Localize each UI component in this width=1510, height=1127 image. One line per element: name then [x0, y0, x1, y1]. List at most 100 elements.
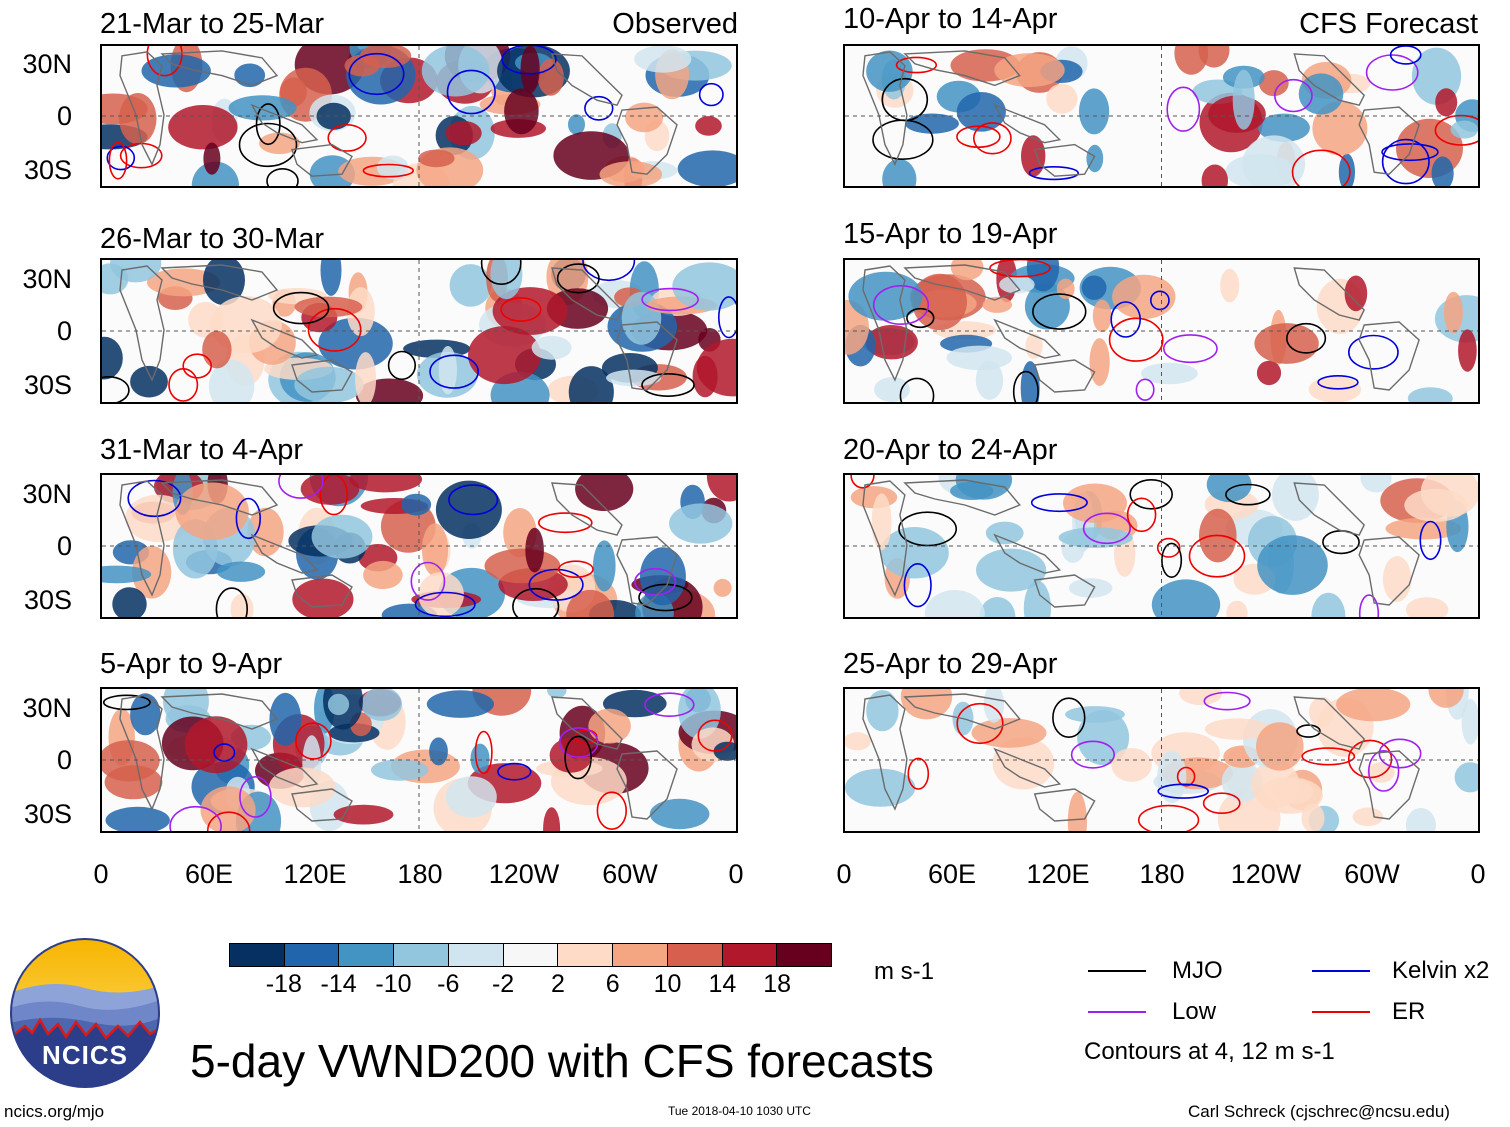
coastline — [160, 50, 279, 87]
coastline — [250, 533, 319, 574]
wind-anomaly-blob — [946, 345, 1012, 370]
coastline — [1358, 106, 1420, 175]
wave-contour — [1161, 542, 1183, 579]
wind-anomaly-blob — [1025, 333, 1043, 359]
wave-contour — [881, 77, 929, 122]
wind-anomaly-blob — [1360, 475, 1392, 493]
wave-contour — [295, 722, 332, 760]
wind-anomaly-blob — [543, 807, 561, 831]
wind-anomaly-blob — [956, 92, 1006, 132]
lat-label: 30N — [22, 693, 72, 723]
wind-anomaly-blob — [1079, 88, 1110, 135]
wind-anomaly-blob — [363, 560, 403, 590]
coastline — [250, 747, 319, 788]
coastline — [993, 103, 1062, 144]
wind-anomaly-blob — [1382, 556, 1412, 602]
coastline — [291, 359, 353, 393]
observed-tag: Observed — [612, 8, 738, 40]
lat-label: 0 — [56, 101, 72, 131]
wind-anomaly-blob — [175, 482, 249, 540]
wind-anomaly-blob — [1221, 761, 1263, 802]
coastline — [551, 267, 623, 321]
wave-contour — [238, 122, 298, 168]
wind-anomaly-blob — [566, 589, 614, 617]
lat-label: 30N — [22, 264, 72, 294]
wind-anomaly-blob — [1309, 696, 1335, 728]
wave-contour — [1202, 792, 1241, 814]
wind-anomaly-blob — [1220, 268, 1240, 303]
wind-anomaly-blob — [1272, 475, 1319, 521]
lat-label: 0 — [56, 745, 72, 775]
main-title: 5-day VWND200 with CFS forecasts — [190, 1035, 934, 1087]
wind-anomaly-blob — [1407, 387, 1453, 402]
wind-anomaly-blob — [1023, 580, 1051, 617]
coastline — [551, 53, 623, 106]
wind-anomaly-blob — [924, 590, 985, 617]
wave-contour — [327, 124, 367, 152]
wind-anomaly-blob — [1157, 750, 1187, 804]
wind-anomaly-blob — [1336, 689, 1411, 722]
wave-contour — [213, 743, 236, 762]
wave-contour — [497, 762, 532, 781]
wind-anomaly-blob — [1179, 689, 1223, 706]
coastline — [903, 693, 1021, 730]
coastline — [291, 574, 353, 608]
lat-label: 30N — [22, 49, 72, 79]
wave-contour — [1082, 512, 1131, 545]
legend-line-kelvin — [1312, 970, 1370, 972]
wave-contour — [697, 719, 733, 752]
wind-anomaly-blob — [130, 365, 168, 398]
wind-anomaly-blob — [418, 572, 464, 617]
coastline — [862, 51, 908, 166]
wave-contour — [448, 484, 499, 516]
wave-contour — [512, 587, 560, 617]
lon-label: 60E — [927, 859, 977, 889]
wind-anomaly-blob — [1242, 135, 1306, 186]
coastline — [119, 265, 165, 382]
footer-url[interactable]: ncics.org/mjo — [4, 1102, 105, 1121]
wind-anomaly-blob — [999, 275, 1035, 294]
wave-contour — [215, 587, 248, 617]
coastline — [903, 479, 1021, 516]
map-panel-fc-1 — [843, 44, 1480, 188]
wave-contour — [698, 82, 724, 107]
wave-contour — [168, 368, 199, 402]
wave-contour — [474, 730, 493, 775]
wind-anomaly-blob — [866, 690, 899, 732]
wind-anomaly-blob — [202, 330, 232, 369]
coastline — [616, 536, 678, 606]
wave-contour — [1162, 334, 1218, 364]
wind-anomaly-blob — [102, 740, 160, 782]
wave-contour — [102, 376, 130, 402]
wind-anomaly-blob — [1431, 156, 1454, 186]
wave-contour — [634, 567, 677, 596]
colorbar-tick-label: 14 — [708, 970, 737, 998]
coastline — [119, 480, 165, 597]
wave-contour — [429, 354, 480, 389]
coastline — [1358, 750, 1420, 820]
wave-contour — [255, 103, 281, 146]
legend-line-er — [1312, 1011, 1370, 1013]
wind-anomaly-blob — [599, 161, 663, 186]
wave-contour — [1301, 747, 1356, 766]
wind-anomaly-blob — [346, 287, 375, 337]
wind-anomaly-blob — [975, 360, 1004, 400]
wind-anomaly-blob — [672, 262, 736, 311]
wind-anomaly-blob — [1254, 323, 1319, 364]
wind-anomaly-blob — [269, 692, 302, 746]
wave-contour — [362, 163, 414, 178]
coastline — [616, 750, 678, 820]
wind-anomaly-blob — [1258, 70, 1289, 97]
wind-anomaly-blob — [377, 155, 409, 180]
footer-author[interactable]: Carl Schreck (cjschrec@ncsu.edu) — [1188, 1102, 1450, 1121]
wave-contour — [387, 350, 417, 381]
wind-anomaly-blob — [445, 120, 482, 146]
forecast-tag: CFS Forecast — [1299, 8, 1478, 40]
map-panel-obs-1 — [100, 44, 738, 188]
wave-contour — [127, 479, 182, 518]
wind-anomaly-blob — [429, 737, 448, 766]
coastline — [551, 696, 623, 750]
lon-label: 120W — [1230, 859, 1302, 889]
wave-contour — [1381, 143, 1439, 162]
wave-contour — [1126, 497, 1157, 533]
